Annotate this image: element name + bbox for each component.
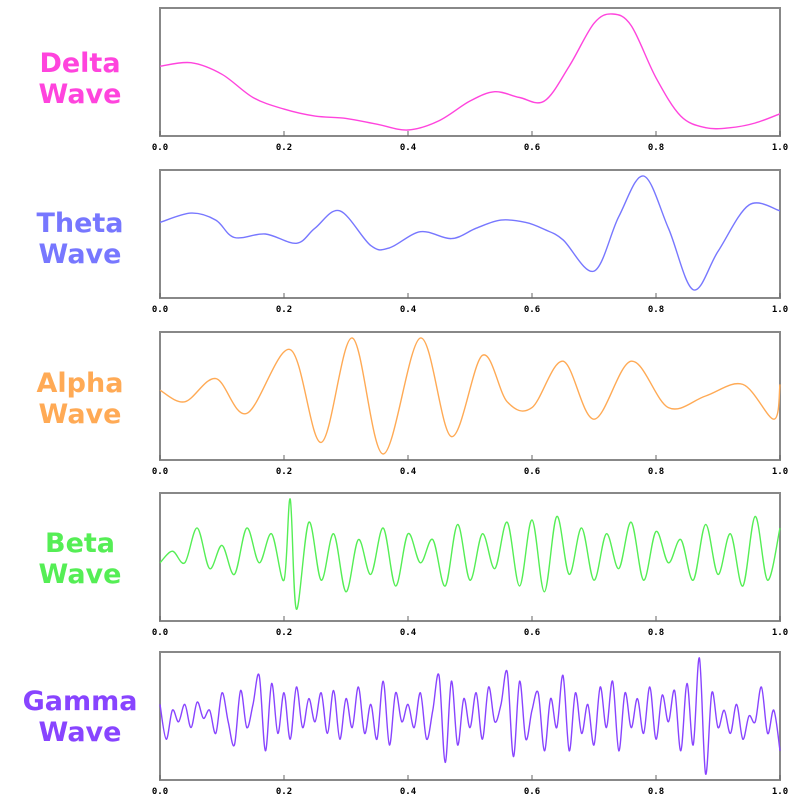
- theta-label-line2: Wave: [38, 239, 122, 270]
- x-tick-label: 0.4: [400, 787, 417, 797]
- gamma-label-line1: Gamma: [22, 686, 138, 717]
- x-tick-label: 0.6: [524, 628, 540, 638]
- delta-wave-panel: Delta Wave 0.0 0.2 0.4 0.6 0.8 1.0: [0, 0, 795, 160]
- x-tick-label: 0.0: [152, 628, 168, 638]
- x-tick-label: 0.2: [276, 305, 292, 315]
- x-tick-label: 1.0: [772, 143, 788, 153]
- x-tick-label: 0.6: [524, 787, 540, 797]
- x-tick-label: 0.6: [524, 143, 540, 153]
- alpha-label-line2: Wave: [38, 399, 122, 430]
- x-tick-label: 0.2: [276, 628, 292, 638]
- beta-wave-label: Beta Wave: [0, 528, 160, 590]
- delta-label-line1: Delta: [39, 48, 121, 79]
- x-tick-label: 0.4: [400, 628, 417, 638]
- alpha-label-line1: Alpha: [36, 368, 124, 399]
- beta-label-line2: Wave: [38, 559, 122, 590]
- x-tick-label: 0.2: [276, 787, 292, 797]
- x-tick-label: 0.6: [524, 305, 540, 315]
- alpha-wave-panel: Alpha Wave 0.0 0.2 0.4 0.6 0.8 1.0: [0, 324, 795, 484]
- alpha-wave-plot: 0.0 0.2 0.4 0.6 0.8 1.0: [152, 331, 788, 477]
- gamma-label-line2: Wave: [38, 717, 122, 748]
- plot-frame: [159, 169, 781, 299]
- theta-wave-label: Theta Wave: [0, 208, 160, 270]
- plot-frame: [159, 651, 781, 781]
- x-tick-label: 0.4: [400, 467, 417, 477]
- theta-label-line1: Theta: [36, 208, 124, 239]
- theta-wave-plot: 0.0 0.2 0.4 0.6 0.8 1.0: [152, 169, 788, 315]
- x-tick-label: 0.0: [152, 787, 168, 797]
- x-tick-label: 1.0: [772, 305, 788, 315]
- x-tick-label: 0.0: [152, 143, 168, 153]
- gamma-wave-plot: 0.0 0.2 0.4 0.6 0.8 1.0: [152, 651, 788, 797]
- x-tick-label: 1.0: [772, 628, 788, 638]
- gamma-wave-panel: Gamma Wave 0.0 0.2 0.4 0.6 0.8 1.0: [0, 644, 795, 804]
- theta-wave-panel: Theta Wave 0.0 0.2 0.4 0.6 0.8 1.0: [0, 162, 795, 322]
- x-tick-label: 0.0: [152, 305, 168, 315]
- plot-frame: [159, 7, 781, 137]
- beta-wave-panel: Beta Wave 0.0 0.2 0.4 0.6 0.8 1.0: [0, 485, 795, 645]
- wave-series-line: [159, 337, 781, 455]
- x-tick-label: 0.8: [648, 787, 664, 797]
- alpha-wave-label: Alpha Wave: [0, 368, 160, 430]
- plot-frame: [159, 492, 781, 622]
- x-tick-label: 0.8: [648, 143, 664, 153]
- x-tick-label: 0.0: [152, 467, 168, 477]
- wave-series-line: [159, 175, 781, 291]
- x-tick-label: 0.4: [400, 305, 417, 315]
- delta-wave-plot: 0.0 0.2 0.4 0.6 0.8 1.0: [152, 7, 788, 153]
- wave-series-line: [159, 657, 781, 775]
- wave-series-line: [159, 498, 781, 610]
- wave-series-line: [159, 13, 781, 131]
- plot-frame: [159, 331, 781, 461]
- x-tick-label: 0.8: [648, 305, 664, 315]
- gamma-wave-label: Gamma Wave: [0, 686, 160, 748]
- beta-label-line1: Beta: [44, 528, 116, 559]
- x-tick-label: 0.8: [648, 628, 664, 638]
- x-tick-label: 0.2: [276, 143, 292, 153]
- beta-wave-plot: 0.0 0.2 0.4 0.6 0.8 1.0: [152, 492, 788, 638]
- x-tick-label: 0.4: [400, 143, 417, 153]
- x-tick-label: 0.6: [524, 467, 540, 477]
- x-tick-label: 1.0: [772, 787, 788, 797]
- x-tick-label: 0.2: [276, 467, 292, 477]
- x-tick-label: 0.8: [648, 467, 664, 477]
- x-tick-label: 1.0: [772, 467, 788, 477]
- delta-wave-label: Delta Wave: [0, 48, 160, 110]
- delta-label-line2: Wave: [38, 79, 122, 110]
